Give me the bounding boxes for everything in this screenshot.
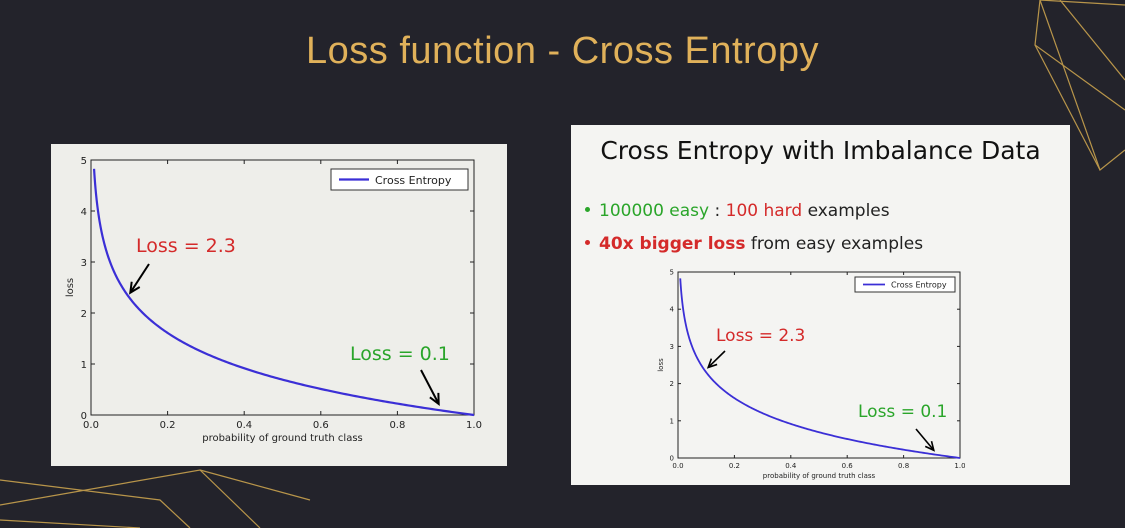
y-tick-label: 4 xyxy=(81,207,87,218)
bullet-item-bigger-loss: 40x bigger loss from easy examples xyxy=(585,232,923,265)
arrow-loss-2-3 xyxy=(706,350,726,369)
legend-label: Cross Entropy xyxy=(375,174,452,187)
hard-count: 100 hard xyxy=(725,201,803,221)
arrow-loss-2-3 xyxy=(129,263,150,295)
easy-count: 100000 easy xyxy=(599,201,710,221)
y-tick-label: 2 xyxy=(670,380,674,388)
arrow-loss-2-3-head xyxy=(129,281,141,295)
bullet-list: 100000 easy : 100 hard examples 40x bigg… xyxy=(585,199,923,265)
arrow-loss-0-1 xyxy=(915,428,935,452)
page-title: Loss function - Cross Entropy xyxy=(306,30,819,72)
plot-frame xyxy=(90,159,475,416)
x-tick-label: 1.0 xyxy=(954,462,965,470)
separator: : xyxy=(709,201,726,221)
arrow-loss-0-1-head xyxy=(924,440,935,452)
x-tick-label: 0.4 xyxy=(785,462,797,470)
y-tick-label: 1 xyxy=(670,417,674,425)
arrow-loss-0-1 xyxy=(420,369,440,406)
x-tick-label: 0.0 xyxy=(83,420,99,431)
x-tick-label: 0.8 xyxy=(389,420,405,431)
y-tick-label: 0 xyxy=(81,411,87,422)
y-axis-label: loss xyxy=(65,278,76,297)
x-tick-label: 0.6 xyxy=(313,420,329,431)
x-tick-label: 0.8 xyxy=(898,462,909,470)
y-tick-label: 2 xyxy=(81,309,87,320)
x-tick-label: 1.0 xyxy=(466,420,482,431)
arrow-loss-2-3-shaft xyxy=(129,263,150,294)
y-tick-label: 4 xyxy=(670,306,675,314)
y-tick-label: 0 xyxy=(670,455,674,463)
annotation-loss-0-1: Loss = 0.1 xyxy=(350,343,450,365)
from-easy-text: from easy examples xyxy=(745,234,924,254)
legend-label: Cross Entropy xyxy=(891,281,947,290)
y-tick-label: 5 xyxy=(81,156,87,167)
y-tick-label: 1 xyxy=(81,360,87,371)
y-tick-label: 3 xyxy=(670,343,674,351)
arrow-loss-2-3-shaft xyxy=(707,350,726,369)
arrow-loss-0-1-head xyxy=(429,392,440,406)
bullet-dot xyxy=(585,206,590,212)
examples-text: examples xyxy=(802,201,890,221)
cross-entropy-series-line xyxy=(92,168,475,417)
plot-frame xyxy=(677,271,961,459)
y-tick-label: 5 xyxy=(670,269,674,277)
annotation-loss-2-3: Loss = 2.3 xyxy=(716,326,805,346)
y-tick-label: 3 xyxy=(81,258,87,269)
right-panel-heading: Cross Entropy with Imbalance Data xyxy=(600,136,1041,165)
left-chart-panel: 0.0 0.2 0.4 0.6 0.8 1.0 0 1 2 3 4 5 probability of g… xyxy=(51,144,507,466)
x-tick-label: 0.4 xyxy=(236,420,252,431)
cross-entropy-chart-right: 0.0 0.2 0.4 0.6 0.8 1.0 0 1 2 3 4 5 probability of g… xyxy=(657,269,965,481)
legend-box xyxy=(330,168,469,191)
bullet-dot xyxy=(585,239,590,245)
x-axis-label: probability of ground truth class xyxy=(202,433,363,444)
cross-entropy-chart-left: 0.0 0.2 0.4 0.6 0.8 1.0 0 1 2 3 4 5 probability of g… xyxy=(65,156,482,444)
x-tick-label: 0.6 xyxy=(842,462,854,470)
bigger-loss-text: 40x bigger loss xyxy=(599,234,746,254)
legend: Cross Entropy xyxy=(330,168,469,191)
annotation-loss-2-3: Loss = 2.3 xyxy=(136,235,236,257)
bullet-item-easy-hard: 100000 easy : 100 hard examples xyxy=(585,199,923,232)
arrow-loss-0-1-shaft xyxy=(915,428,935,451)
y-axis-label: loss xyxy=(657,358,665,372)
legend-box xyxy=(854,276,956,293)
x-tick-label: 0.2 xyxy=(729,462,740,470)
x-tick-label: 0.2 xyxy=(160,420,176,431)
x-axis-label: probability of ground truth class xyxy=(763,472,876,480)
legend: Cross Entropy xyxy=(854,276,956,293)
cross-entropy-series-line xyxy=(679,278,961,459)
arrow-loss-2-3-head xyxy=(706,358,718,369)
arrow-loss-0-1-shaft xyxy=(420,369,440,405)
annotation-loss-0-1: Loss = 0.1 xyxy=(858,402,947,422)
right-panel: Cross Entropy with Imbalance Data 100000… xyxy=(571,125,1070,485)
x-tick-label: 0.0 xyxy=(672,462,683,470)
